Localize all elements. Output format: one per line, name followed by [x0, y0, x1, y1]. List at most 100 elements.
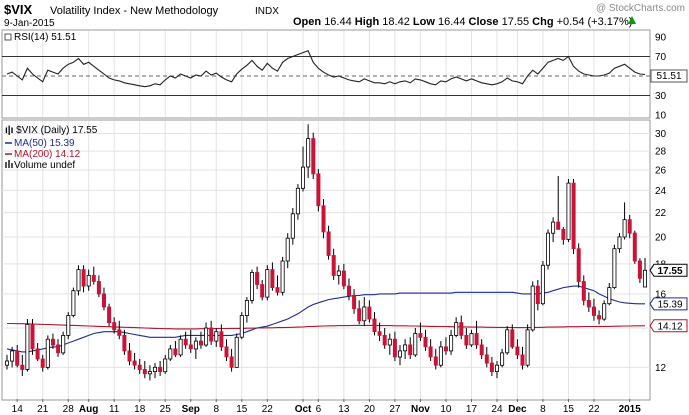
candles [5, 124, 648, 381]
candle [285, 233, 290, 269]
candle-body-up [147, 371, 152, 375]
candle [229, 348, 234, 372]
candle-body-down [479, 344, 484, 356]
x-tick-label: 15 [563, 404, 575, 415]
rsi-last-value-box [650, 69, 688, 83]
candle [500, 348, 505, 368]
rsi-legend-swatch [4, 33, 12, 41]
candle-body-up [10, 350, 15, 362]
candle-body-up [290, 213, 295, 239]
candle [326, 225, 331, 260]
candle-body-down [418, 333, 423, 338]
quote-date: 9-Jan-2015 [4, 18, 55, 29]
price-tick-label: 20 [655, 232, 667, 243]
candle [188, 329, 193, 353]
candle [183, 331, 188, 349]
candle [331, 248, 336, 280]
open-value: 16.44 [324, 16, 352, 28]
open-label: Open [293, 16, 321, 28]
candle-body-down [382, 334, 387, 346]
candle [173, 341, 178, 357]
candle-body-up [306, 138, 311, 168]
candle [255, 266, 260, 290]
price-tick-label: 22 [655, 208, 667, 219]
candle-body-up [76, 269, 81, 292]
price-axis-ticks: 30282624222018161412 [655, 129, 667, 374]
legend-vix-glyph: ı|ı [5, 125, 14, 136]
candle [546, 229, 551, 270]
x-tick-label: 8 [213, 404, 219, 415]
candle [71, 287, 76, 318]
rsi-label: RSI(14) 51.51 [14, 32, 77, 43]
candle [408, 337, 413, 359]
candle [137, 358, 142, 374]
candle-body-down [535, 285, 540, 305]
candle [306, 124, 311, 178]
candle-body-up [530, 285, 535, 331]
candle [464, 327, 469, 349]
x-tick-label: 13 [338, 404, 350, 415]
price-tick-label: 26 [655, 165, 667, 176]
candle [45, 335, 50, 370]
x-tick-label: 27 [389, 404, 401, 415]
candle-body-up [193, 340, 198, 350]
candle [168, 344, 173, 362]
candle-body-up [249, 272, 254, 301]
legend-vix-text: $VIX (Daily) 17.55 [16, 125, 98, 136]
candle [102, 287, 107, 311]
candle-body-down [198, 340, 203, 346]
candle [275, 275, 280, 296]
candle [127, 343, 132, 366]
candle-body-down [346, 285, 351, 297]
price-tick-label: 30 [655, 129, 667, 140]
candle-body-up [505, 329, 510, 354]
candle-body-down [275, 287, 280, 293]
candle [530, 281, 535, 332]
low-label: Low [413, 16, 435, 28]
price-tag-box [649, 297, 688, 311]
candle-body-down [423, 336, 428, 348]
candle [474, 320, 479, 349]
candle-body-up [540, 264, 545, 305]
candle-body-down [484, 354, 489, 364]
candle [367, 300, 372, 323]
candle-body-up [244, 299, 249, 316]
candle-body-down [30, 323, 35, 350]
candle-body-up [494, 364, 499, 373]
candle-body-down [15, 350, 20, 366]
candle-body-down [377, 331, 382, 336]
candle-body-up [454, 322, 459, 336]
candle-body-up [265, 269, 270, 298]
candle [592, 298, 597, 321]
candle-body-up [602, 303, 607, 320]
x-tick-label: Nov [411, 404, 430, 415]
candle-body-down [627, 219, 632, 234]
price-tag-value: 15.39 [657, 299, 682, 310]
watermark: @ StockCharts.com [596, 3, 685, 14]
candle-body-down [117, 329, 122, 336]
candle [357, 300, 362, 325]
candle-body-down [132, 360, 137, 366]
x-tick-label: 14 [12, 404, 24, 415]
price-tag-box [649, 263, 688, 277]
rsi-tick-label: 30 [655, 91, 667, 102]
rsi-last-value: 51.51 [656, 71, 681, 82]
rsi-tick-label: 70 [655, 52, 667, 63]
candle-body-down [561, 228, 566, 240]
candle [341, 263, 346, 290]
candle [290, 208, 295, 245]
candle-body-up [234, 336, 239, 368]
candle [622, 202, 627, 240]
candle [576, 243, 581, 288]
candle-body-down [20, 364, 25, 370]
candle-body-up [152, 366, 157, 372]
candle-body-down [321, 205, 326, 233]
candle-body-down [443, 346, 448, 352]
candle [76, 265, 81, 296]
candle-body-down [183, 338, 188, 346]
candle-body-up [622, 219, 627, 238]
candle [214, 327, 219, 347]
candle-body-down [372, 318, 377, 333]
candle [428, 339, 433, 362]
